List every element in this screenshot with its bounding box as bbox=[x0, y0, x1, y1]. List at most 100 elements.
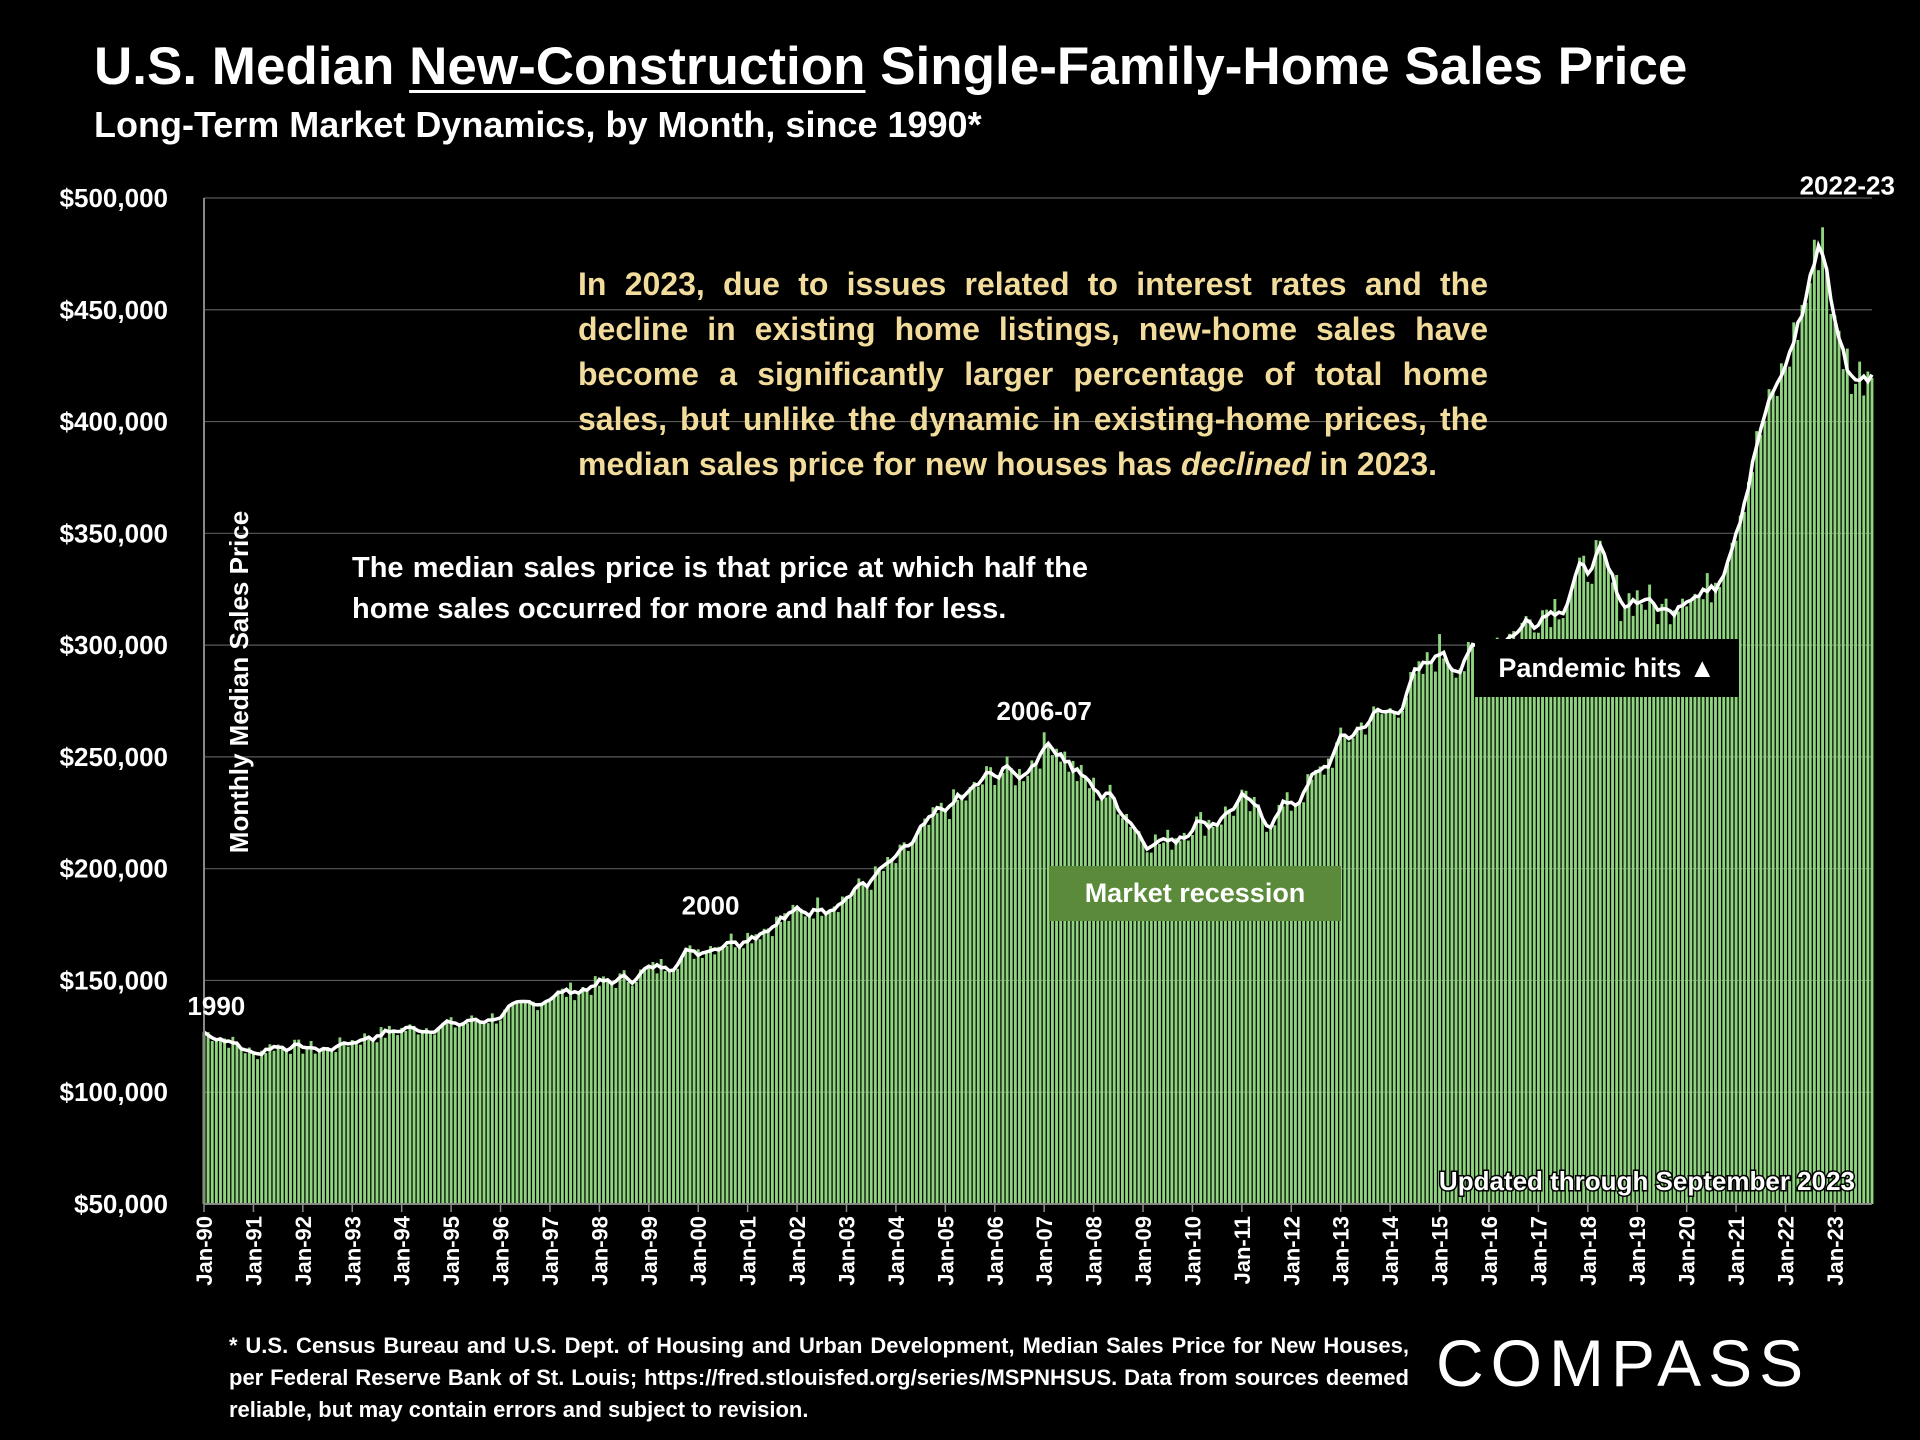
bar bbox=[869, 889, 873, 1204]
bar bbox=[1726, 563, 1730, 1204]
bar bbox=[1433, 671, 1437, 1204]
x-tick-label: Jan-00 bbox=[686, 1216, 711, 1286]
bar bbox=[1302, 802, 1306, 1204]
bar bbox=[709, 946, 713, 1204]
bar bbox=[1660, 603, 1664, 1204]
bar bbox=[1252, 797, 1256, 1204]
bar bbox=[1483, 660, 1487, 1204]
bar bbox=[486, 1023, 490, 1204]
bar bbox=[1499, 643, 1503, 1204]
bar bbox=[1022, 781, 1026, 1204]
bar bbox=[470, 1015, 474, 1204]
bar bbox=[1784, 367, 1787, 1204]
bar bbox=[1454, 677, 1458, 1204]
bar bbox=[1359, 722, 1363, 1204]
bar bbox=[812, 918, 815, 1204]
bar bbox=[1508, 633, 1512, 1204]
bar bbox=[577, 992, 581, 1204]
bar bbox=[1701, 599, 1705, 1204]
bar bbox=[466, 1023, 470, 1204]
bar bbox=[396, 1035, 400, 1204]
bar bbox=[1116, 814, 1120, 1204]
bar bbox=[737, 945, 741, 1204]
title-part-1: U.S. Median bbox=[94, 37, 410, 96]
bar bbox=[935, 813, 939, 1204]
bar bbox=[548, 1001, 552, 1204]
bar bbox=[1145, 852, 1149, 1204]
bar bbox=[408, 1024, 412, 1204]
bar bbox=[585, 988, 589, 1204]
bar bbox=[1602, 555, 1606, 1204]
bar bbox=[1495, 637, 1499, 1204]
bar bbox=[523, 1001, 527, 1204]
bar bbox=[1833, 315, 1837, 1205]
bar bbox=[552, 997, 556, 1204]
bar bbox=[1244, 790, 1248, 1204]
bar bbox=[1759, 434, 1763, 1204]
bar bbox=[853, 890, 857, 1204]
gridlines bbox=[204, 197, 1872, 1093]
x-tick-label: Jan-11 bbox=[1230, 1216, 1255, 1285]
bar bbox=[367, 1039, 371, 1204]
title-emphasis: New-Construction bbox=[409, 37, 866, 96]
bar bbox=[1195, 816, 1199, 1204]
bar bbox=[1808, 283, 1812, 1204]
y-tick-label: $150,000 bbox=[60, 965, 168, 995]
x-tick-label: Jan-97 bbox=[538, 1216, 563, 1286]
bar bbox=[1438, 634, 1441, 1204]
bar bbox=[1425, 652, 1429, 1204]
y-tick-label: $50,000 bbox=[74, 1189, 168, 1219]
bar bbox=[725, 945, 729, 1204]
bar bbox=[939, 802, 943, 1204]
bar bbox=[836, 912, 840, 1204]
bar bbox=[482, 1023, 486, 1204]
bar bbox=[1248, 811, 1252, 1204]
bar bbox=[993, 784, 997, 1204]
bar bbox=[647, 968, 651, 1204]
bar bbox=[210, 1041, 214, 1204]
bar bbox=[1524, 616, 1528, 1204]
bar bbox=[1289, 810, 1293, 1204]
bar bbox=[1318, 766, 1322, 1204]
bar bbox=[1619, 621, 1623, 1204]
bar bbox=[1112, 797, 1116, 1204]
chart-subtitle: Long-Term Market Dynamics, by Month, sin… bbox=[94, 104, 982, 145]
bar bbox=[429, 1034, 432, 1204]
bar bbox=[1536, 632, 1540, 1204]
bar bbox=[1306, 774, 1310, 1204]
bar bbox=[1026, 775, 1030, 1204]
bar bbox=[515, 1001, 519, 1204]
bar bbox=[1396, 717, 1400, 1204]
bar bbox=[1421, 673, 1425, 1204]
bar bbox=[1541, 610, 1544, 1204]
bar bbox=[1590, 583, 1594, 1204]
bar bbox=[445, 1022, 449, 1204]
bar bbox=[1446, 664, 1450, 1204]
y-axis-ticks: $50,000 $100,000 $150,000 $200,000 $250,000 $… bbox=[60, 183, 168, 1219]
bar bbox=[251, 1051, 255, 1204]
bar bbox=[350, 1040, 354, 1204]
bar bbox=[1104, 797, 1108, 1204]
bar bbox=[857, 878, 861, 1204]
bar bbox=[1413, 673, 1417, 1204]
bar bbox=[1166, 829, 1170, 1204]
bar bbox=[960, 794, 964, 1204]
bar bbox=[223, 1038, 227, 1204]
bar bbox=[927, 824, 931, 1204]
bar bbox=[317, 1050, 321, 1204]
bar bbox=[1211, 826, 1215, 1204]
bar bbox=[544, 1000, 548, 1204]
bar bbox=[643, 968, 647, 1204]
bar bbox=[1450, 667, 1454, 1204]
x-tick-label: Jan-90 bbox=[192, 1216, 217, 1286]
bar bbox=[1845, 348, 1849, 1204]
bar bbox=[943, 810, 947, 1204]
bar bbox=[1652, 602, 1656, 1204]
bar bbox=[1347, 741, 1351, 1204]
bar bbox=[783, 913, 787, 1204]
bar bbox=[890, 860, 894, 1204]
bar bbox=[597, 985, 601, 1204]
bar bbox=[1718, 586, 1722, 1204]
bar bbox=[688, 945, 692, 1204]
